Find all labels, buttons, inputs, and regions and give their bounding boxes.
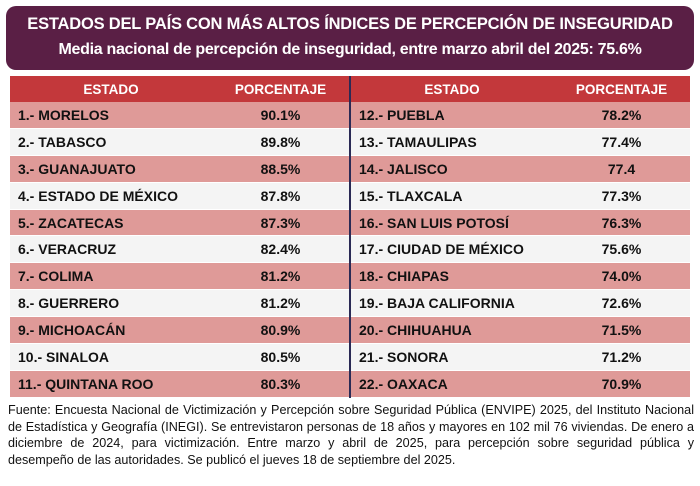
state-name-cell: 19.- BAJA CALIFORNIA [359, 295, 515, 312]
table-row: 9.- MICHOACÁN 80.9% [10, 317, 349, 345]
state-name-cell: 21.- SONORA [359, 348, 449, 365]
percentage-cell: 90.1% [260, 106, 301, 123]
state-name-cell: 2.- TABASCO [18, 133, 107, 150]
source-note: Fuente: Encuesta Nacional de Victimizaci… [8, 403, 694, 467]
column-divider [349, 76, 351, 398]
table-row: 2.- TABASCO 89.8% [10, 128, 349, 156]
state-name-cell: 4.- ESTADO DE MÉXICO [18, 187, 178, 204]
percentage-cell: 71.2% [601, 348, 642, 365]
state-name-cell: 22.- OAXACA [359, 375, 448, 392]
table-right-half: ESTADO PORCENTAJE 12.- PUEBLA 78.2% 13.- T… [351, 76, 690, 398]
percentage-cell: 72.6% [601, 295, 642, 312]
table-row: 21.- SONORA 71.2% [351, 344, 690, 371]
chart-subtitle: Media nacional de percepción de inseguri… [58, 41, 642, 58]
column-header-porcentaje: PORCENTAJE [575, 81, 668, 97]
table-row: 12.- PUEBLA 78.2% [351, 102, 690, 129]
table-row: 8.- GUERRERO 81.2% [10, 290, 349, 318]
state-name-cell: 14.- JALISCO [359, 160, 448, 177]
state-name-cell: 20.- CHIHUAHUA [359, 322, 472, 339]
percentage-cell: 81.2% [260, 295, 301, 312]
percentage-cell: 89.8% [260, 133, 301, 150]
table-row: 13.- TAMAULIPAS 77.4% [351, 128, 690, 156]
percentage-cell: 71.5% [601, 322, 642, 339]
table-row: 20.- CHIHUAHUA 71.5% [351, 317, 690, 345]
percentage-cell: 81.2% [260, 268, 301, 285]
table-row: 7.- COLIMA 81.2% [10, 263, 349, 291]
ranking-table: ESTADO PORCENTAJE 1.- MORELOS 90.1% 2.- TA… [10, 76, 690, 398]
table-header-row: ESTADO PORCENTAJE [351, 76, 690, 102]
percentage-cell: 75.6% [601, 241, 642, 258]
percentage-cell: 82.4% [260, 241, 301, 258]
percentage-cell: 77.3% [601, 187, 642, 204]
table-row: 17.- CIUDAD DE MÉXICO 75.6% [351, 236, 690, 264]
state-name-cell: 7.- COLIMA [18, 268, 94, 285]
percentage-cell: 87.3% [260, 214, 301, 231]
percentage-cell: 88.5% [260, 160, 301, 177]
state-name-cell: 12.- PUEBLA [359, 106, 445, 123]
percentage-cell: 76.3% [601, 214, 642, 231]
table-row: 11.- QUINTANA ROO 80.3% [10, 370, 349, 398]
title-banner: ESTADOS DEL PAÍS CON MÁS ALTOS ÍNDICES D… [6, 6, 694, 70]
table-row: 19.- BAJA CALIFORNIA 72.6% [351, 290, 690, 318]
table-row: 4.- ESTADO DE MÉXICO 87.8% [10, 182, 349, 210]
percentage-cell: 80.9% [260, 322, 301, 339]
column-header-porcentaje: PORCENTAJE [234, 81, 327, 97]
state-name-cell: 17.- CIUDAD DE MÉXICO [359, 241, 524, 258]
percentage-cell: 77.4 [607, 160, 636, 177]
chart-title: ESTADOS DEL PAÍS CON MÁS ALTOS ÍNDICES D… [27, 15, 673, 33]
percentage-cell: 80.5% [260, 348, 301, 365]
column-header-estado: ESTADO [424, 81, 480, 97]
percentage-cell: 74.0% [601, 268, 642, 285]
table-row: 14.- JALISCO 77.4 [351, 155, 690, 183]
state-name-cell: 10.- SINALOA [18, 348, 110, 365]
state-name-cell: 5.- ZACATECAS [18, 214, 124, 231]
state-name-cell: 15.- TLAXCALA [359, 187, 463, 204]
percentage-cell: 87.8% [260, 187, 301, 204]
percentage-cell: 77.4% [601, 133, 642, 150]
state-name-cell: 16.- SAN LUIS POTOSÍ [359, 214, 509, 231]
table-row: 22.- OAXACA 70.9% [351, 370, 690, 398]
table-row: 1.- MORELOS 90.1% [10, 102, 349, 129]
state-name-cell: 6.- VERACRUZ [18, 241, 117, 258]
table-body-right: 12.- PUEBLA 78.2% 13.- TAMAULIPAS 77.4% 14.-… [351, 102, 690, 398]
table-row: 6.- VERACRUZ 82.4% [10, 236, 349, 264]
state-name-cell: 1.- MORELOS [18, 106, 110, 123]
table-header-row: ESTADO PORCENTAJE [10, 76, 349, 102]
state-name-cell: 9.- MICHOACÁN [18, 322, 126, 339]
table-body-left: 1.- MORELOS 90.1% 2.- TABASCO 89.8% 3.- GUAN… [10, 102, 349, 398]
state-name-cell: 3.- GUANAJUATO [18, 160, 136, 177]
table-left-half: ESTADO PORCENTAJE 1.- MORELOS 90.1% 2.- TA… [10, 76, 349, 398]
state-name-cell: 18.- CHIAPAS [359, 268, 449, 285]
table-row: 18.- CHIAPAS 74.0% [351, 263, 690, 291]
percentage-cell: 70.9% [601, 375, 642, 392]
percentage-cell: 80.3% [260, 375, 301, 392]
state-name-cell: 8.- GUERRERO [18, 295, 120, 312]
column-header-estado: ESTADO [83, 81, 139, 97]
table-row: 3.- GUANAJUATO 88.5% [10, 155, 349, 183]
state-name-cell: 11.- QUINTANA ROO [18, 375, 154, 392]
table-row: 5.- ZACATECAS 87.3% [10, 209, 349, 237]
state-name-cell: 13.- TAMAULIPAS [359, 133, 477, 150]
table-row: 15.- TLAXCALA 77.3% [351, 182, 690, 210]
table-row: 16.- SAN LUIS POTOSÍ 76.3% [351, 209, 690, 237]
percentage-cell: 78.2% [601, 106, 642, 123]
table-row: 10.- SINALOA 80.5% [10, 344, 349, 371]
